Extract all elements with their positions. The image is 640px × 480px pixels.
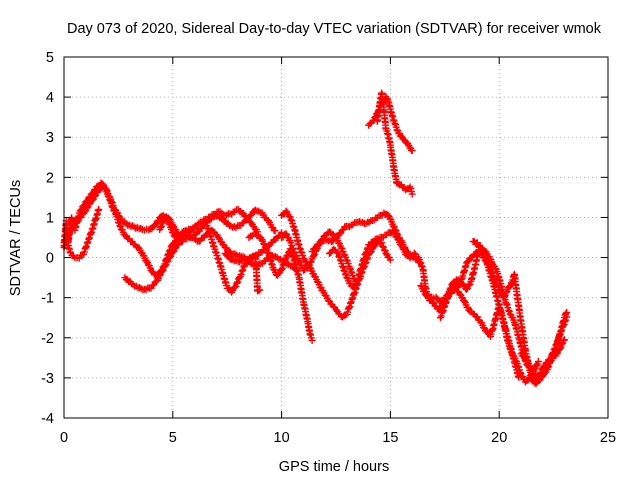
trace-markers	[201, 218, 286, 296]
data-trace	[326, 238, 394, 292]
y-tick-label: 4	[46, 90, 54, 106]
data-trace	[62, 205, 103, 262]
y-axis-label: SDTVAR / TECUs	[8, 180, 24, 296]
x-tick-label: 25	[600, 430, 616, 446]
trace-markers	[221, 250, 264, 295]
data-trace	[308, 209, 423, 266]
data-trace	[201, 218, 286, 296]
x-axis-label: GPS time / hours	[279, 459, 389, 475]
trace-markers	[526, 313, 571, 387]
x-tick-label: 0	[60, 430, 68, 446]
trace-markers	[373, 89, 416, 198]
trace-markers	[308, 209, 423, 266]
y-tick-label: -3	[41, 371, 54, 387]
y-tick-label: 5	[46, 50, 54, 66]
tick-layer: 0 5 10 15 20 25 -4 -3 -2 -1 0 1 2 3 4 5	[41, 50, 616, 446]
y-tick-label: 2	[46, 170, 54, 186]
trace-markers	[62, 205, 103, 262]
data-trace	[526, 313, 571, 387]
y-tick-label: -2	[41, 331, 54, 347]
x-tick-label: 20	[491, 430, 507, 446]
plot-frame	[63, 56, 609, 419]
series-sdtvar	[60, 89, 571, 387]
x-tick-label: 5	[169, 430, 177, 446]
chart-title: Day 073 of 2020, Sidereal Day-to-day VTE…	[67, 21, 602, 37]
y-tick-label: -1	[41, 291, 54, 307]
y-tick-label: -4	[41, 411, 54, 427]
data-layer	[60, 89, 571, 387]
y-tick-label: 1	[46, 210, 54, 226]
trace-markers	[326, 238, 394, 292]
y-tick-label: 0	[46, 251, 54, 267]
y-tick-label: 3	[46, 130, 54, 146]
x-tick-label: 10	[274, 430, 290, 446]
x-tick-label: 15	[382, 430, 398, 446]
data-trace	[373, 89, 416, 198]
data-trace	[221, 250, 264, 295]
